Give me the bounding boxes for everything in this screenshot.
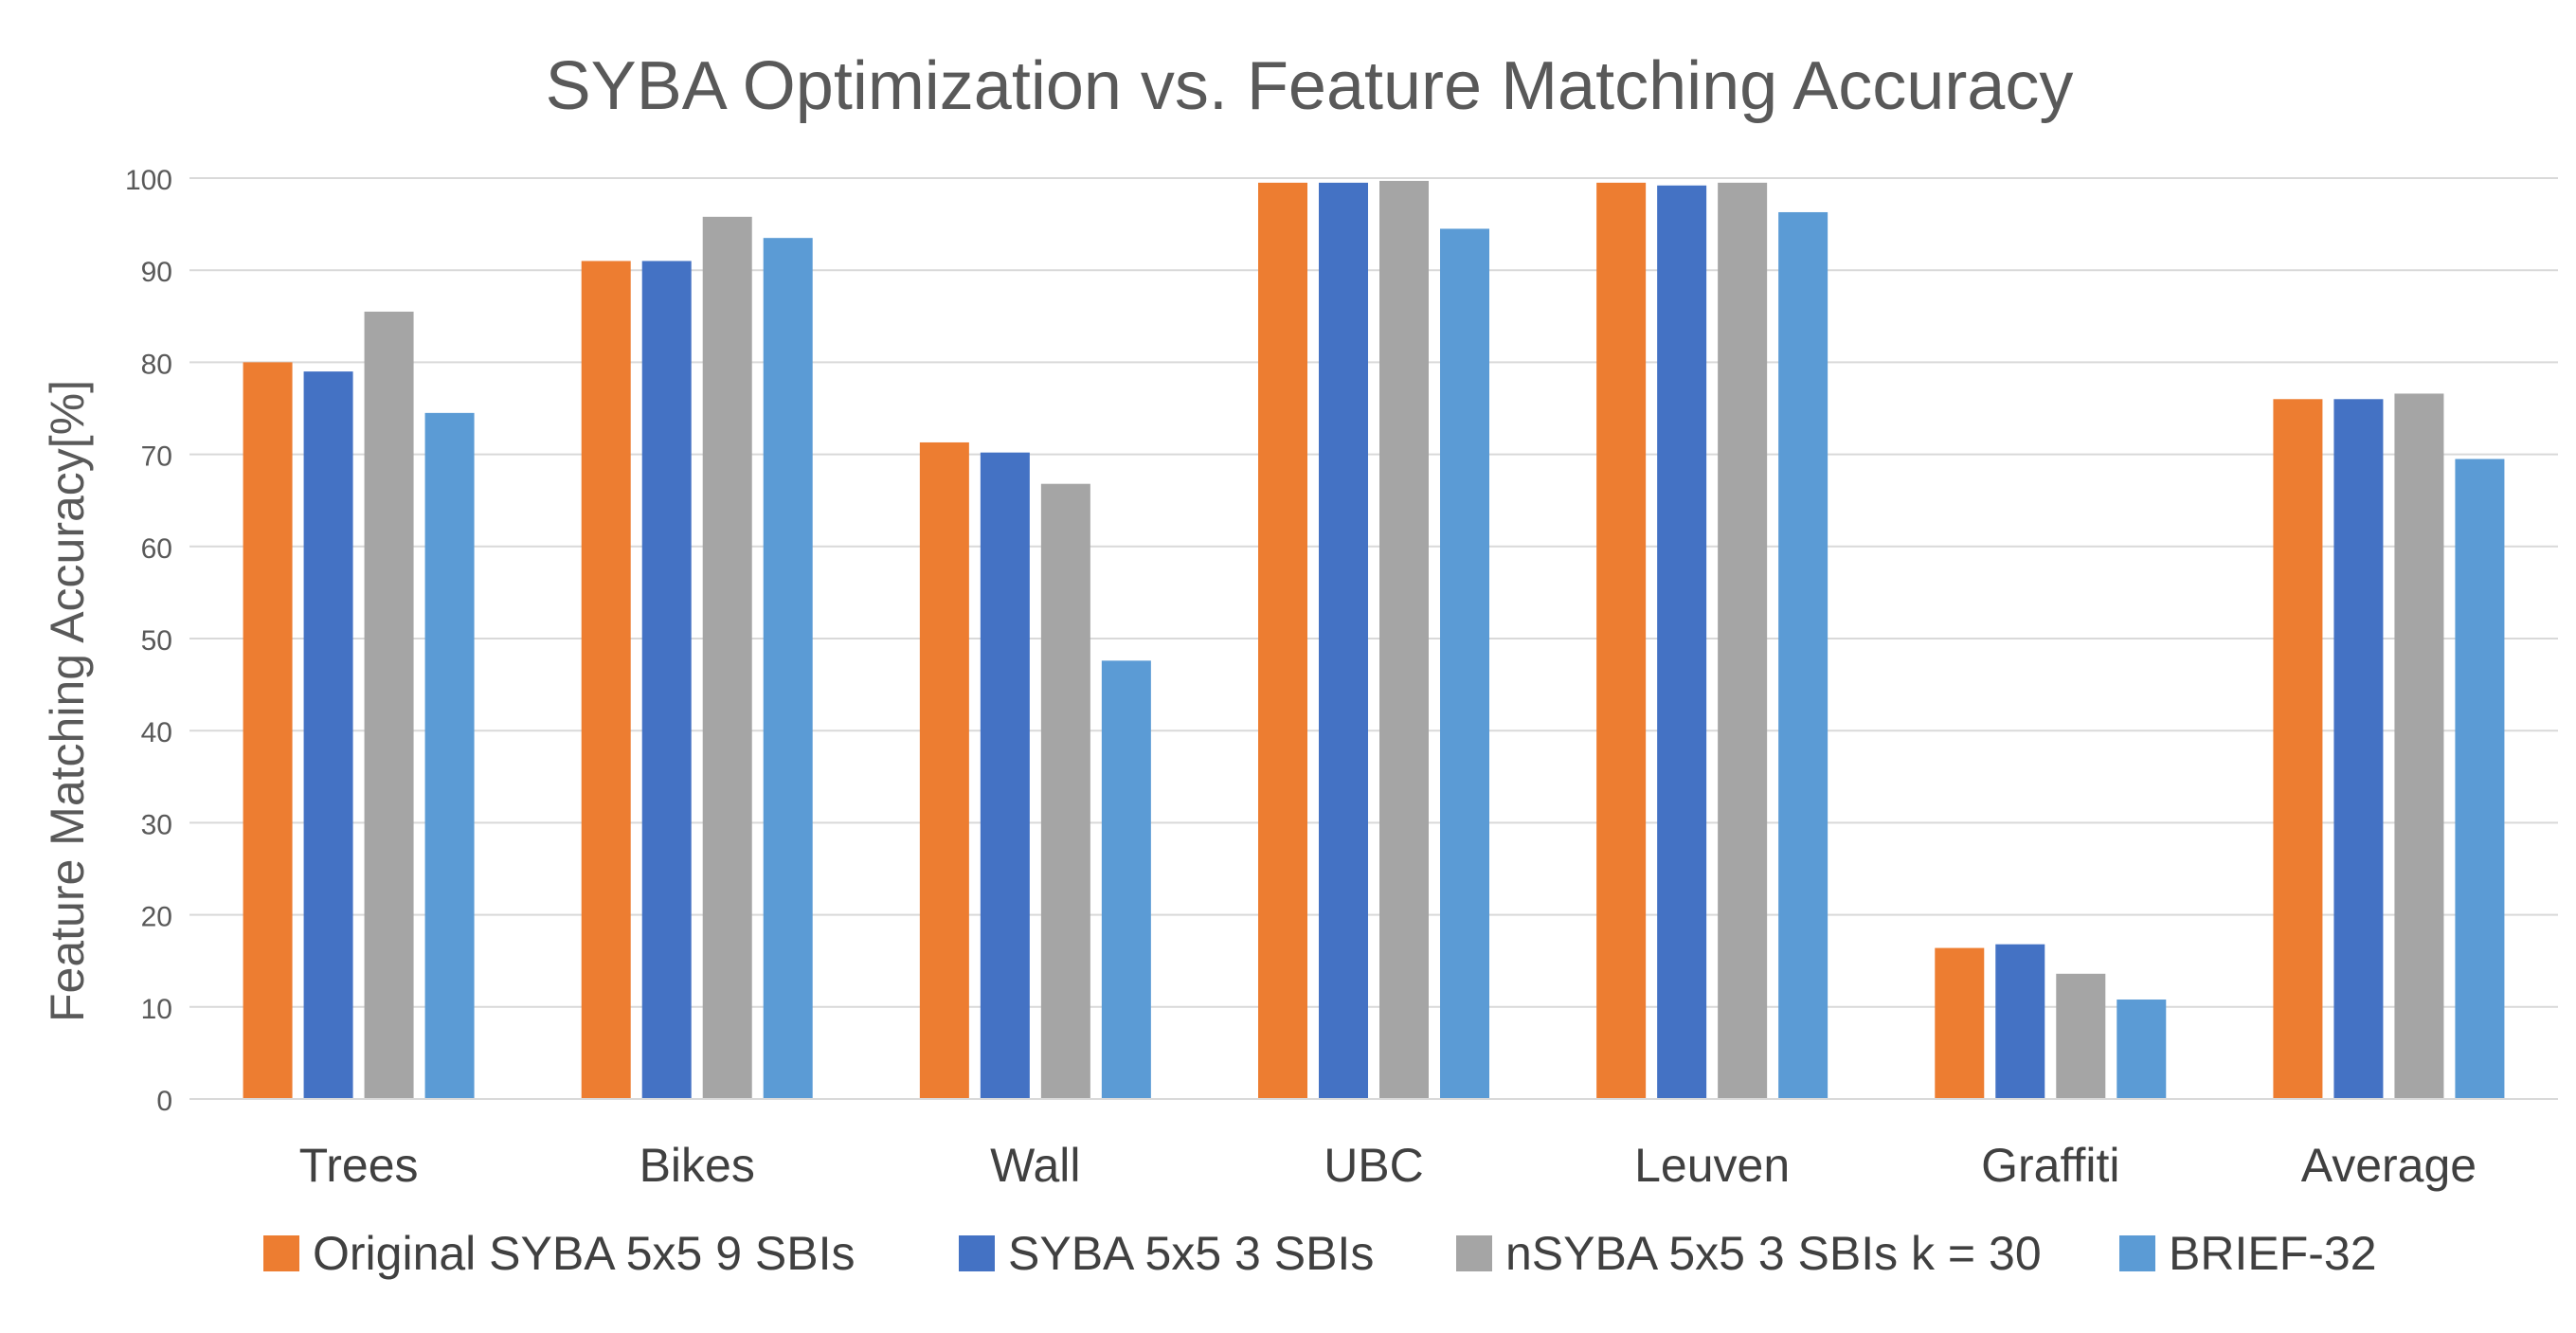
bar-trees-original-syba-5x5-9-sbis: [243, 362, 293, 1099]
bar-graffiti-nsyba-5x5-3-sbis-k-30: [2056, 973, 2106, 1099]
x-tick-label-trees: Trees: [299, 1139, 419, 1192]
y-tick-label-40: 40: [141, 717, 172, 748]
legend-label: BRIEF-32: [2169, 1227, 2377, 1280]
bar-ubc-nsyba-5x5-3-sbis-k-30: [1379, 180, 1429, 1099]
legend-label: nSYBA 5x5 3 SBIs k = 30: [1505, 1227, 2042, 1280]
legend-item-brief-32: BRIEF-32: [2119, 1227, 2377, 1280]
bars: [243, 180, 2505, 1100]
legend-label: SYBA 5x5 3 SBIs: [1008, 1227, 1374, 1280]
bar-leuven-nsyba-5x5-3-sbis-k-30: [1718, 182, 1768, 1100]
bar-wall-syba-5x5-3-sbis: [980, 452, 1030, 1099]
y-tick-label-80: 80: [141, 349, 172, 380]
y-tick-label-70: 70: [141, 441, 172, 473]
chart-title: SYBA Optimization vs. Feature Matching A…: [546, 48, 2074, 124]
bar-average-syba-5x5-3-sbis: [2333, 399, 2384, 1099]
legend-label: Original SYBA 5x5 9 SBIs: [313, 1227, 856, 1280]
x-tick-label-graffiti: Graffiti: [1981, 1139, 2119, 1192]
y-tick-label-60: 60: [141, 533, 172, 565]
bar-wall-brief-32: [1101, 660, 1151, 1099]
bar-average-brief-32: [2455, 459, 2505, 1100]
bar-wall-nsyba-5x5-3-sbis-k-30: [1040, 483, 1090, 1100]
x-tick-label-bikes: Bikes: [639, 1139, 755, 1192]
bar-leuven-syba-5x5-3-sbis: [1657, 185, 1707, 1099]
bar-graffiti-syba-5x5-3-sbis: [1995, 944, 2045, 1099]
y-tick-label-0: 0: [156, 1086, 172, 1117]
bar-ubc-syba-5x5-3-sbis: [1319, 182, 1368, 1100]
x-tick-label-ubc: UBC: [1324, 1139, 1424, 1192]
bar-leuven-brief-32: [1778, 211, 1828, 1100]
bar-wall-original-syba-5x5-9-sbis: [919, 441, 969, 1099]
legend-item-original-syba-5x5-9-sbis: Original SYBA 5x5 9 SBIs: [263, 1227, 856, 1280]
bar-bikes-brief-32: [763, 238, 813, 1099]
bar-bikes-original-syba-5x5-9-sbis: [581, 261, 631, 1100]
y-tick-label-20: 20: [141, 902, 172, 933]
bar-ubc-original-syba-5x5-9-sbis: [1258, 182, 1307, 1100]
bar-trees-brief-32: [424, 412, 475, 1099]
legend-swatch: [959, 1235, 995, 1271]
bar-bikes-nsyba-5x5-3-sbis-k-30: [702, 216, 752, 1100]
x-tick-label-average: Average: [2301, 1139, 2477, 1192]
legend-swatch: [2119, 1235, 2155, 1271]
legend-item-nsyba-5x5-3-sbis-k-30: nSYBA 5x5 3 SBIs k = 30: [1456, 1227, 2042, 1280]
y-tick-label-100: 100: [125, 165, 172, 196]
legend-swatch: [263, 1235, 299, 1271]
bar-average-original-syba-5x5-9-sbis: [2273, 399, 2323, 1099]
x-tick-label-leuven: Leuven: [1634, 1139, 1790, 1192]
bar-ubc-brief-32: [1440, 228, 1489, 1099]
gridlines: [189, 177, 2558, 1008]
y-axis-ticks: 0 10 20 30 40 50 60 70 80 90 100: [125, 165, 172, 1117]
y-tick-label-90: 90: [141, 257, 172, 288]
legend: Original SYBA 5x5 9 SBIs SYBA 5x5 3 SBIs n…: [263, 1227, 2377, 1280]
legend-swatch: [1456, 1235, 1492, 1271]
bar-graffiti-original-syba-5x5-9-sbis: [1935, 947, 1985, 1099]
bar-trees-syba-5x5-3-sbis: [303, 371, 353, 1099]
x-tick-label-wall: Wall: [990, 1139, 1080, 1192]
bar-trees-nsyba-5x5-3-sbis-k-30: [364, 311, 414, 1099]
y-tick-label-30: 30: [141, 809, 172, 840]
y-tick-label-10: 10: [141, 994, 172, 1025]
x-axis-ticks: Trees Bikes Wall UBC Leuven Graffiti Average: [299, 1139, 2477, 1192]
bar-graffiti-brief-32: [2117, 1000, 2167, 1099]
bar-average-nsyba-5x5-3-sbis-k-30: [2394, 393, 2444, 1099]
y-axis-label: Feature Matching Accuracy[%]: [41, 380, 94, 1022]
bar-leuven-original-syba-5x5-9-sbis: [1596, 182, 1647, 1100]
legend-item-syba-5x5-3-sbis: SYBA 5x5 3 SBIs: [959, 1227, 1374, 1280]
bar-bikes-syba-5x5-3-sbis: [641, 261, 692, 1100]
y-tick-label-50: 50: [141, 625, 172, 657]
